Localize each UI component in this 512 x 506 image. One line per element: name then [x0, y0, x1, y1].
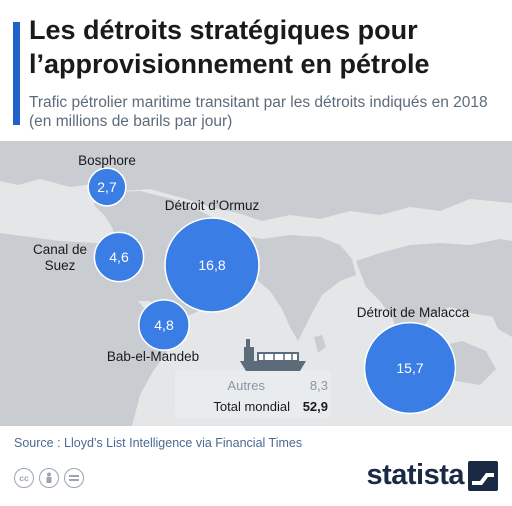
bubble-bab-el-mandeb: [138, 299, 190, 351]
strait-label-canal-de-suez-line1: Canal de: [33, 242, 87, 257]
brand-name: statista: [366, 459, 464, 491]
summary-label-autres: Autres: [227, 378, 265, 393]
licence-icons: cc: [14, 468, 84, 488]
summary-label-total: Total mondial: [213, 399, 290, 414]
strait-label-canal-de-suez-line2: Suez: [45, 258, 76, 273]
strait-bubbles: 2,7 4,6 16,8 4,8 15,7: [87, 167, 457, 415]
chart-title: Les détroits stratégiques pour l’approvi…: [29, 15, 430, 79]
bubble-value-canal-de-suez: 4,6: [109, 249, 129, 265]
summary-value-autres: 8,3: [310, 378, 328, 393]
strait-label-bosphore: Bosphore: [78, 153, 136, 168]
map-area: 2,7 4,6 16,8 4,8 15,7 Bosphore Canal de Suez Dé…: [0, 141, 512, 426]
oil-tanker-icon: [240, 339, 306, 371]
bubble-canal-de-suez: [93, 231, 145, 283]
summary-panel: Autres 8,3 Total mondial 52,9: [175, 339, 331, 418]
bubble-value-d-troit-de-malacca: 15,7: [396, 360, 423, 376]
bubble-value-bab-el-mandeb: 4,8: [154, 317, 174, 333]
source-note: Source : Lloyd’s List Intelligence via F…: [14, 436, 303, 450]
attribution-icon: [39, 468, 59, 488]
cc-icon: cc: [14, 468, 34, 488]
strait-label-d-troit-de-malacca: Détroit de Malacca: [357, 305, 470, 320]
statista-mark-icon: [468, 460, 498, 491]
summary-value-total: 52,9: [303, 399, 328, 414]
equals-icon: [64, 468, 84, 488]
bubble-bosphore: [87, 167, 127, 207]
bubble-d-troit-d-ormuz: [164, 217, 260, 313]
strait-label-bab-el-mandeb: Bab-el-Mandeb: [107, 349, 199, 364]
bubble-value-bosphore: 2,7: [97, 179, 117, 195]
statista-logo[interactable]: statista: [366, 459, 498, 492]
bubble-d-troit-de-malacca: [363, 321, 457, 415]
title-accent-bar: [13, 22, 20, 125]
strait-label-d-troit-d-ormuz: Détroit d’Ormuz: [165, 198, 260, 213]
summary-background: [175, 370, 331, 418]
chart-subtitle: Trafic pétrolier maritime transitant par…: [29, 94, 488, 130]
bubble-value-d-troit-d-ormuz: 16,8: [198, 257, 225, 273]
